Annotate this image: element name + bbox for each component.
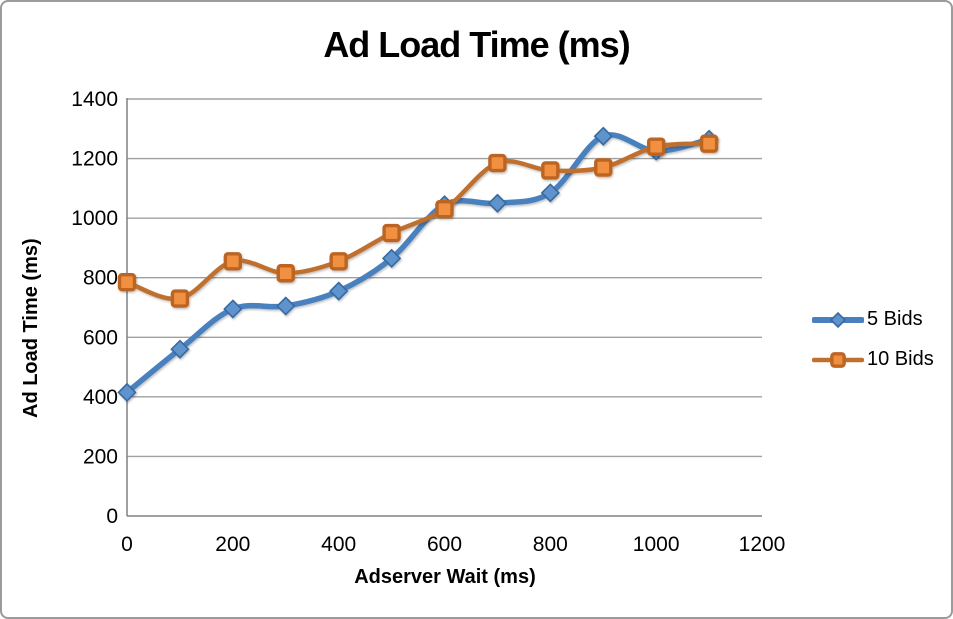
diamond-marker — [276, 296, 296, 316]
square-marker — [830, 351, 846, 368]
diamond-marker — [223, 299, 243, 319]
y-tick-label: 0 — [106, 505, 118, 528]
y-tick-label: 1200 — [71, 148, 118, 171]
square-marker — [541, 161, 560, 180]
x-axis-title: Adserver Wait (ms) — [354, 566, 536, 588]
square-marker — [223, 252, 243, 271]
diamond-marker — [540, 183, 560, 203]
legend-item-5-bids: 5 Bids — [812, 308, 934, 331]
x-tick-label: 1000 — [633, 533, 680, 556]
y-tick-label: 1000 — [71, 207, 118, 230]
legend-line-diamond-icon — [812, 311, 864, 328]
square-marker — [594, 158, 613, 177]
legend-label-10-bids: 10 Bids — [867, 348, 934, 370]
square-marker — [646, 137, 666, 156]
x-tick-label: 1200 — [739, 533, 786, 556]
series-line — [124, 141, 712, 302]
square-marker — [488, 153, 507, 173]
legend-line-square-icon — [812, 351, 864, 368]
series-10-bids — [117, 134, 719, 308]
square-marker — [276, 264, 295, 283]
y-tick-label: 600 — [83, 326, 118, 349]
chart-title: Ad Load Time (ms) — [323, 24, 630, 65]
y-tick-label: 200 — [83, 445, 118, 468]
diamond-marker — [329, 281, 349, 301]
diamond-marker — [117, 382, 137, 403]
x-tick-label: 600 — [427, 533, 462, 556]
diamond-marker — [829, 311, 847, 328]
square-marker — [435, 200, 454, 219]
diamond-marker — [170, 339, 190, 359]
square-marker — [170, 289, 190, 308]
legend-label-5-bids: 5 Bids — [867, 308, 923, 330]
series-5-bids — [117, 126, 719, 403]
x-tick-label: 0 — [121, 533, 133, 556]
x-tick-label: 200 — [215, 533, 250, 556]
square-marker — [699, 134, 719, 153]
y-tick-label: 400 — [83, 386, 118, 409]
diamond-marker — [487, 193, 508, 213]
x-tick-label: 800 — [533, 533, 568, 556]
square-marker — [382, 223, 401, 243]
y-tick-label: 1400 — [71, 88, 118, 111]
diamond-marker — [593, 126, 613, 146]
legend: 5 Bids 10 Bids — [812, 308, 934, 371]
legend-item-10-bids: 10 Bids — [812, 348, 934, 371]
x-tick-label: 400 — [321, 533, 356, 556]
square-marker — [329, 252, 348, 271]
square-marker — [117, 272, 137, 292]
series-line — [124, 132, 712, 396]
y-tick-label: 800 — [83, 267, 118, 290]
diamond-marker — [381, 248, 402, 268]
